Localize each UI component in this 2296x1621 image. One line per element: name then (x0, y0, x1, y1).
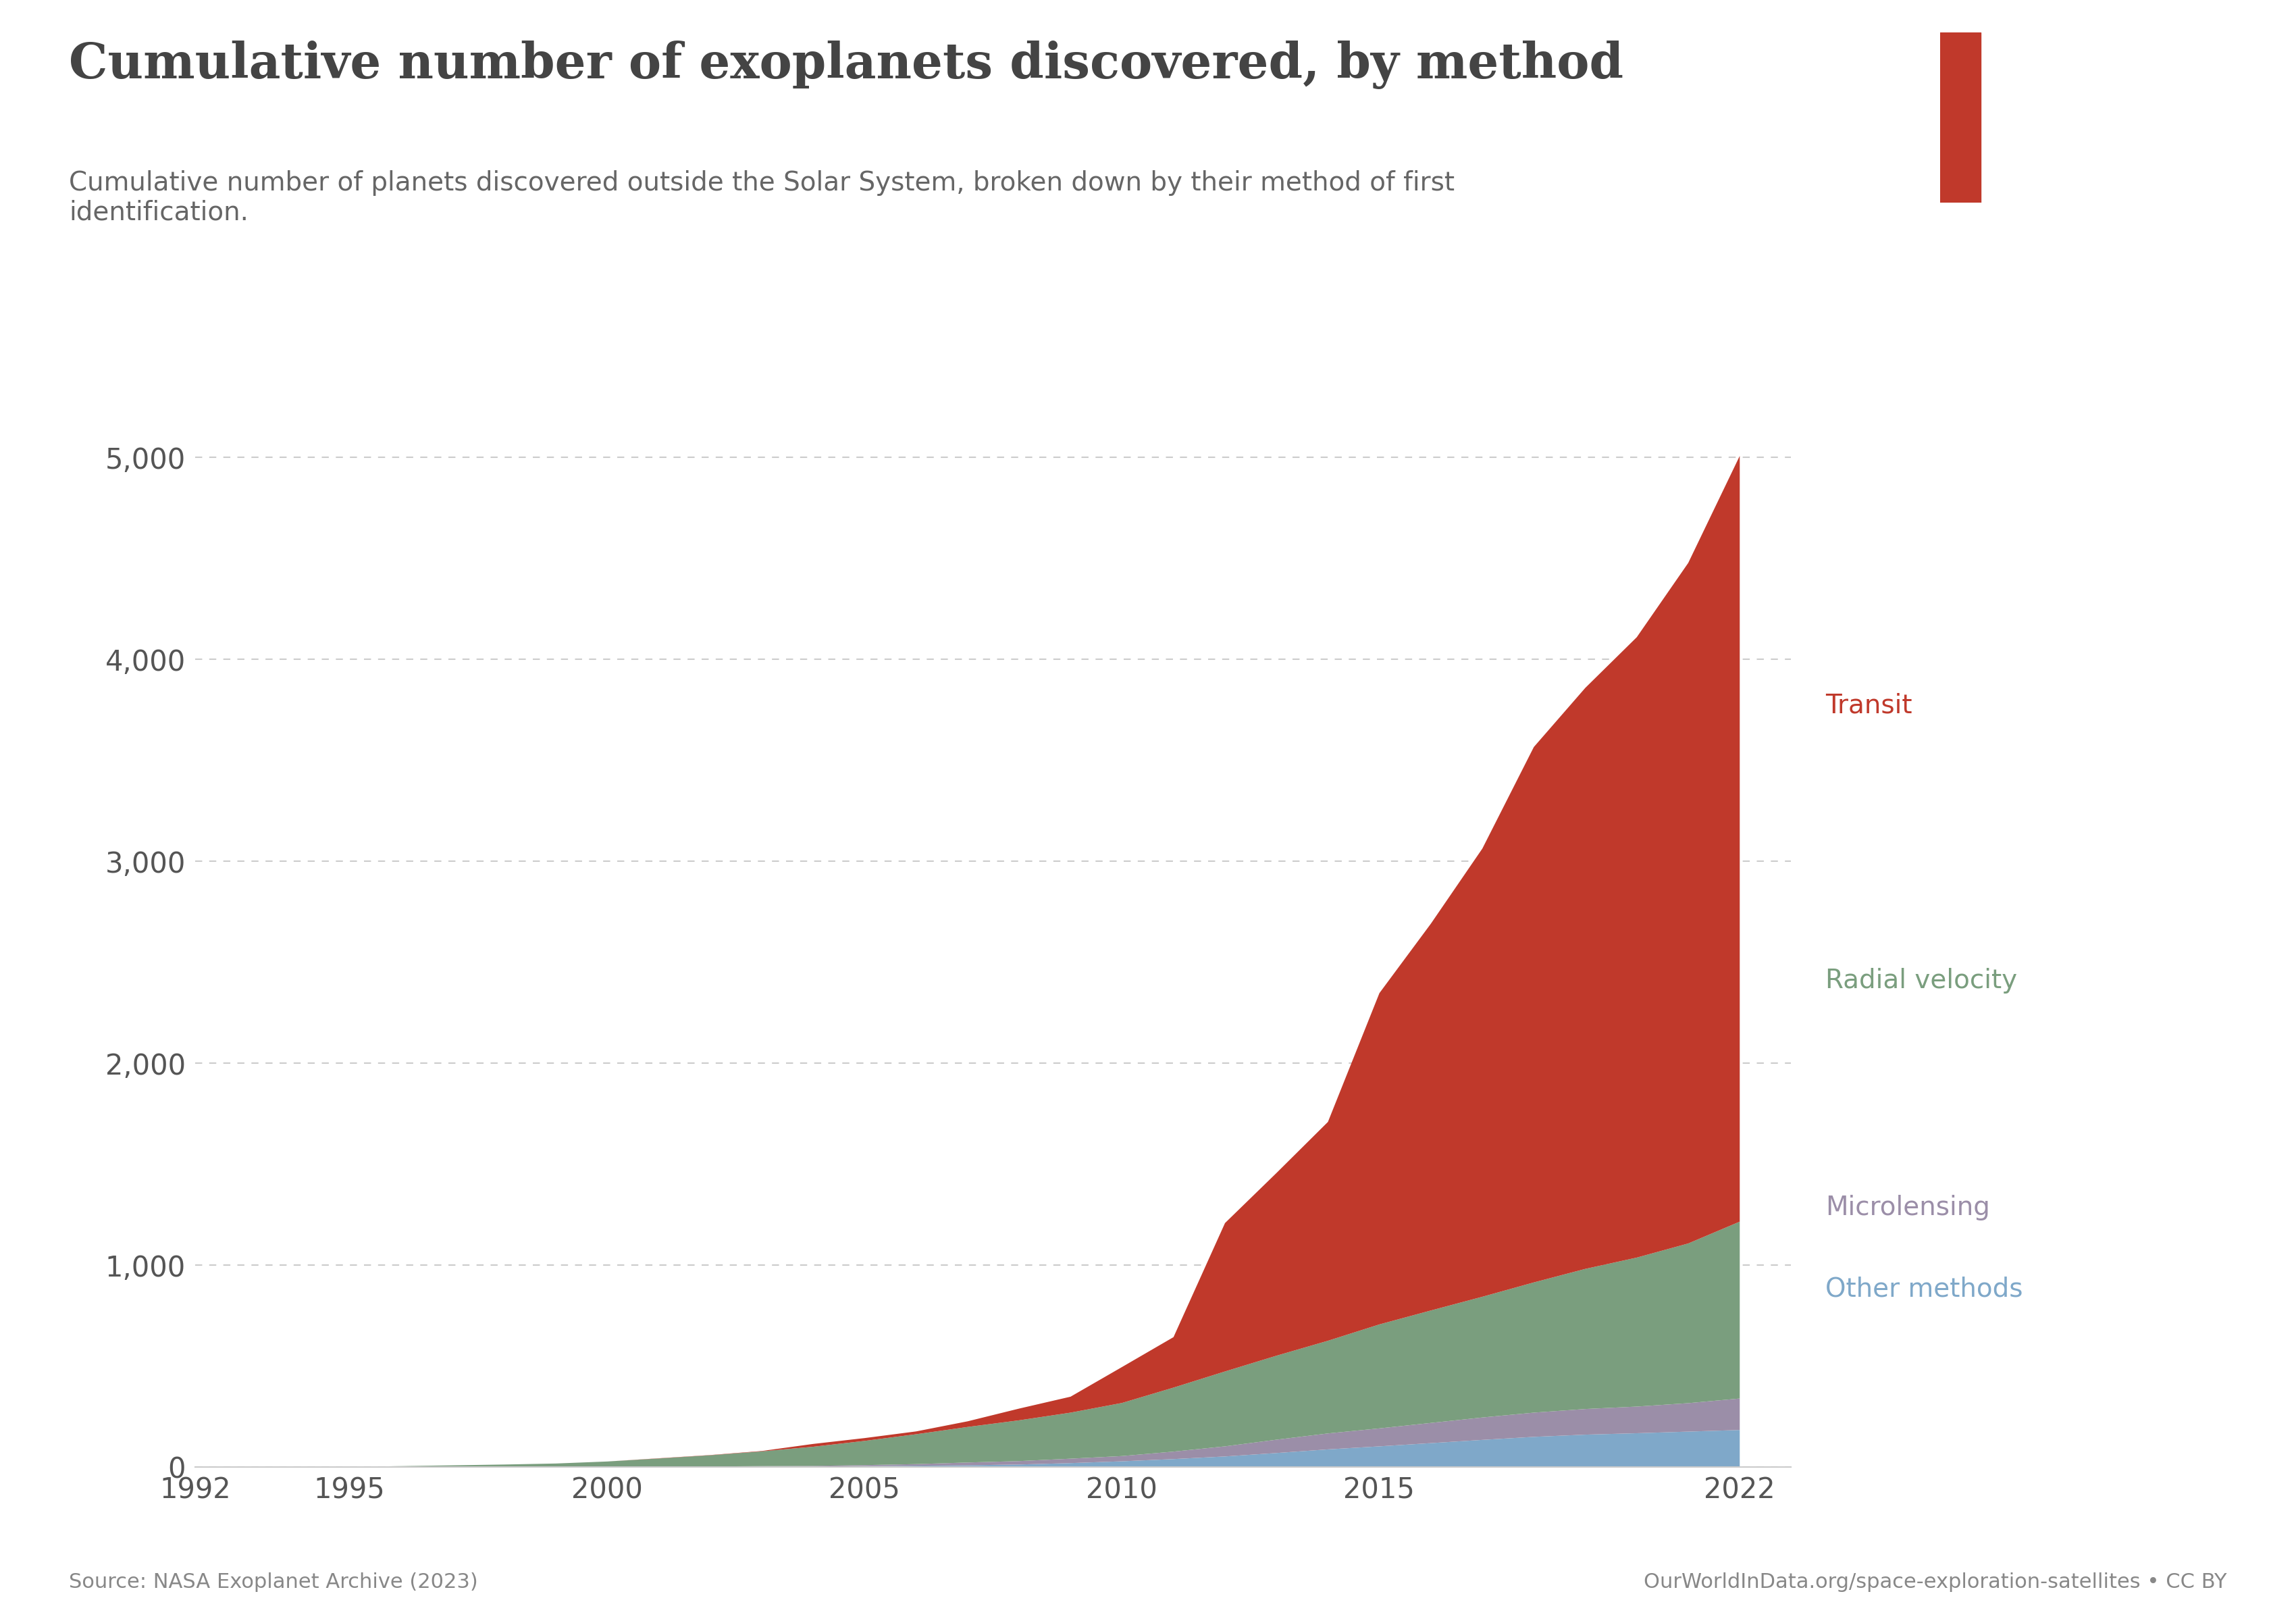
Text: Cumulative number of planets discovered outside the Solar System, broken down by: Cumulative number of planets discovered … (69, 170, 1456, 225)
Text: Source: NASA Exoplanet Archive (2023): Source: NASA Exoplanet Archive (2023) (69, 1572, 478, 1592)
Text: Radial velocity: Radial velocity (1825, 968, 2018, 994)
Text: Transit: Transit (1825, 692, 1913, 718)
Text: OurWorldInData.org/space-exploration-satellites • CC BY: OurWorldInData.org/space-exploration-sat… (1644, 1572, 2227, 1592)
Bar (1940, 32, 1981, 203)
Text: Other methods: Other methods (1825, 1276, 2023, 1302)
Text: Microlensing: Microlensing (1825, 1195, 1991, 1221)
Text: in Data: in Data (2076, 144, 2167, 165)
Text: Cumulative number of exoplanets discovered, by method: Cumulative number of exoplanets discover… (69, 41, 1623, 89)
Text: Our World: Our World (2057, 78, 2186, 101)
